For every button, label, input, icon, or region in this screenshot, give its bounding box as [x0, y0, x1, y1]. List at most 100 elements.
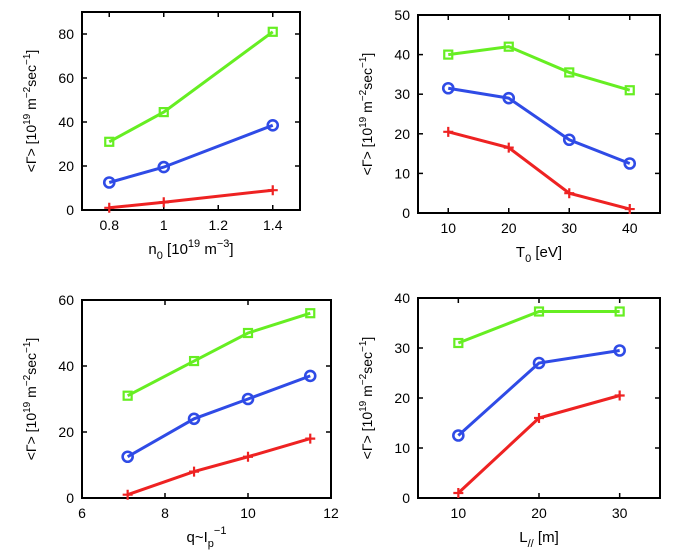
y-tick-label: 10: [394, 165, 410, 181]
x-tick-label: 12: [323, 505, 339, 521]
data-point-square: [104, 136, 115, 147]
x-tick-label: 1: [160, 217, 168, 233]
data-point-plus: [189, 466, 200, 477]
y-tick-label: 40: [58, 114, 74, 130]
y-tick-label: 40: [394, 47, 410, 63]
data-point-plus: [305, 433, 316, 444]
data-point-square: [453, 337, 464, 349]
data-point-square: [122, 390, 133, 401]
data-point-circle: [502, 91, 516, 105]
data-point-plus: [503, 142, 514, 153]
data-point-square: [503, 41, 514, 52]
axes-frame: [81, 11, 301, 211]
series-line-green: [448, 45, 631, 92]
y-axis-label: <Γ> [1019 m−2sec−1]: [22, 338, 39, 461]
series-line-red: [447, 130, 631, 211]
data-point-circle: [452, 429, 465, 442]
x-tick-label: 10: [240, 505, 256, 521]
x-tick-label: 30: [612, 505, 628, 521]
x-tick-label: 10: [440, 220, 456, 236]
data-point-plus: [614, 390, 625, 401]
x-tick-label: 1.2: [209, 217, 229, 233]
data-point-plus: [564, 188, 575, 199]
x-axis-label: q~Ip−1​: [187, 525, 227, 550]
data-point-square: [624, 85, 635, 96]
y-tick-label: 80: [58, 26, 74, 42]
series-line-red: [109, 188, 273, 210]
series-line-blue: [448, 86, 631, 165]
series-line-blue: [457, 349, 620, 437]
series-line-red: [457, 394, 621, 495]
y-axis-label: <Γ> [1019 m−2sec−1]: [22, 50, 39, 173]
data-point-circle: [532, 356, 546, 370]
y-tick-label: 30: [394, 340, 410, 356]
chart-panel-2: 10 20 30 40 0 10 20 30 40 50 <Γ> [1019 m−2sec−1] T0…: [358, 7, 661, 265]
data-point-circle: [623, 157, 637, 170]
data-point-square: [242, 327, 254, 339]
chart-panel-3: 6 8 10 12 0 20 40 60 <Γ> [1019 m−2sec−1] q~Ip−1​: [22, 292, 339, 550]
y-tick-label: 60: [58, 70, 74, 86]
data-point-circle: [157, 160, 171, 174]
x-tick-label: 8: [161, 505, 169, 521]
data-point-circle: [241, 392, 255, 406]
series-line-blue: [126, 374, 311, 459]
y-tick-label: 10: [394, 440, 410, 456]
data-point-plus: [243, 451, 253, 462]
x-axis-label: L// [m]: [519, 529, 558, 550]
data-point-square: [158, 106, 169, 118]
data-point-plus: [443, 126, 454, 137]
data-point-square: [443, 49, 454, 60]
y-tick-label: 20: [58, 158, 74, 174]
chart-panel-4: 10 20 30 0 10 20 30 40 <Γ> [1019 m−2sec−1] L// [m…: [358, 290, 661, 550]
data-point-plus: [158, 197, 169, 208]
x-tick-label: 10: [451, 505, 467, 521]
series-line-green: [457, 310, 620, 345]
x-tick-label: 0.8: [100, 217, 120, 233]
data-point-circle: [303, 369, 317, 383]
data-point-square: [305, 308, 316, 319]
data-point-circle: [441, 81, 455, 95]
data-point-square: [564, 67, 575, 78]
data-point-square: [614, 306, 625, 317]
data-point-circle: [562, 133, 576, 147]
x-tick-label: 30: [561, 220, 577, 236]
y-tick-label: 50: [394, 7, 410, 23]
data-point-square: [267, 26, 278, 37]
x-tick-label: 20: [501, 220, 517, 236]
data-point-circle: [266, 119, 280, 132]
data-point-plus: [122, 489, 133, 500]
y-tick-label: 60: [58, 292, 74, 308]
data-point-circle: [121, 450, 134, 464]
chart-panel-1: 0.8 1 1.2 1.4 0 20 40 60 80 <Γ> [1019 m−2sec−1] n0…: [22, 11, 301, 262]
x-tick-label: 20: [531, 505, 547, 521]
axes-frame: [81, 299, 332, 499]
y-tick-label: 0: [66, 490, 74, 506]
y-axis-label: <Γ> [1019 m−2sec−1]: [358, 53, 375, 176]
series-line-blue: [108, 123, 274, 184]
data-point-plus: [534, 413, 544, 423]
data-point-plus: [453, 488, 464, 498]
axes-frame: [417, 297, 661, 499]
y-tick-label: 40: [58, 358, 74, 374]
y-tick-label: 0: [66, 202, 74, 218]
x-tick-label: 6: [78, 505, 86, 521]
data-point-circle: [187, 412, 201, 426]
axes-frame: [417, 14, 661, 214]
y-axis-label: <Γ> [1019 m−2sec−1]: [358, 337, 375, 460]
y-tick-label: 20: [394, 390, 410, 406]
data-point-circle: [613, 344, 626, 357]
data-point-square: [188, 355, 200, 367]
x-tick-label: 40: [622, 220, 638, 236]
x-axis-label: T0 [eV]: [516, 244, 562, 265]
data-point-square: [533, 306, 545, 317]
y-tick-label: 0: [402, 490, 410, 506]
series-line-green: [108, 30, 274, 144]
y-tick-label: 20: [58, 424, 74, 440]
y-tick-label: 0: [402, 205, 410, 221]
y-tick-label: 20: [394, 126, 410, 142]
data-point-plus: [267, 185, 278, 196]
data-point-plus: [104, 202, 115, 213]
data-point-plus: [624, 204, 635, 215]
series-line-red: [127, 437, 311, 497]
